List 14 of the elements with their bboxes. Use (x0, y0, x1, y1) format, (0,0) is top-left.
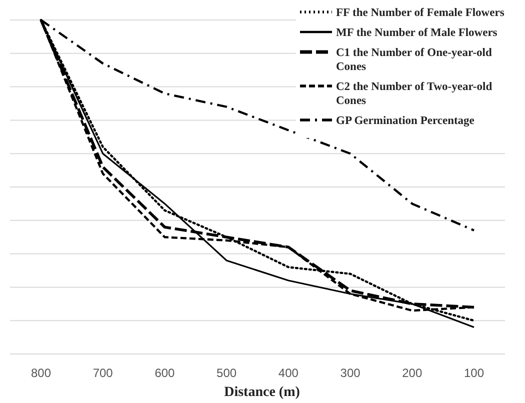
legend-label: C2 the Number of Two-year-old Cones (336, 81, 493, 107)
legend-label: GP Germination Percentage (336, 115, 474, 127)
legend-label: C1 the Number of One-year-old Cones (336, 47, 492, 73)
x-tick-label: 200 (402, 366, 422, 380)
x-tick-label: 800 (30, 366, 52, 380)
x-tick-label: 100 (464, 366, 484, 380)
x-tick-label: 600 (154, 366, 176, 380)
x-tick-label: 700 (92, 366, 114, 380)
legend-label: FF the Number of Female Flowers (336, 7, 505, 19)
x-tick-label: 400 (278, 366, 299, 380)
legend-label: MF the Number of Male Flowers (336, 27, 498, 39)
x-axis-title: Distance (m) (224, 385, 300, 400)
x-tick-label: 500 (216, 366, 237, 380)
x-tick-label: 300 (340, 366, 361, 380)
